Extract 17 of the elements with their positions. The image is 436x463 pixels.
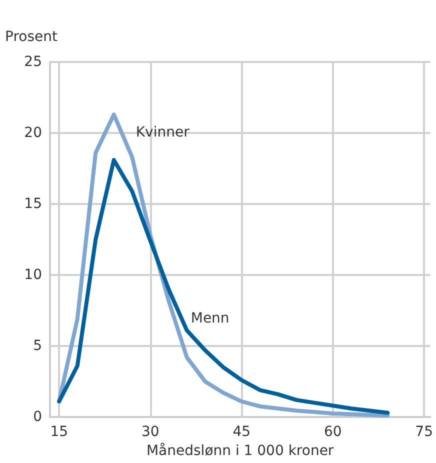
x-tick-label: 60 [324, 424, 342, 440]
y-tick-label: 10 [24, 267, 42, 283]
series-label: Kvinner [136, 124, 190, 141]
y-axis-title: Prosent [5, 29, 58, 45]
x-tick-label: 30 [141, 424, 160, 440]
x-tick-label: 45 [232, 424, 251, 440]
y-tick-label: 0 [33, 409, 42, 425]
x-tick-label: 15 [50, 424, 68, 440]
x-axis-title: Månedslønn i 1 000 kroner [146, 442, 334, 459]
line-series [57, 112, 390, 418]
x-tick-label: 75 [415, 424, 434, 440]
series-label: Menn [190, 310, 230, 326]
y-tick-label: 20 [24, 125, 42, 141]
line-series [57, 158, 390, 415]
y-tick-label: 15 [24, 196, 42, 212]
y-tick-label: 25 [24, 54, 42, 70]
y-tick-label: 5 [33, 338, 42, 354]
